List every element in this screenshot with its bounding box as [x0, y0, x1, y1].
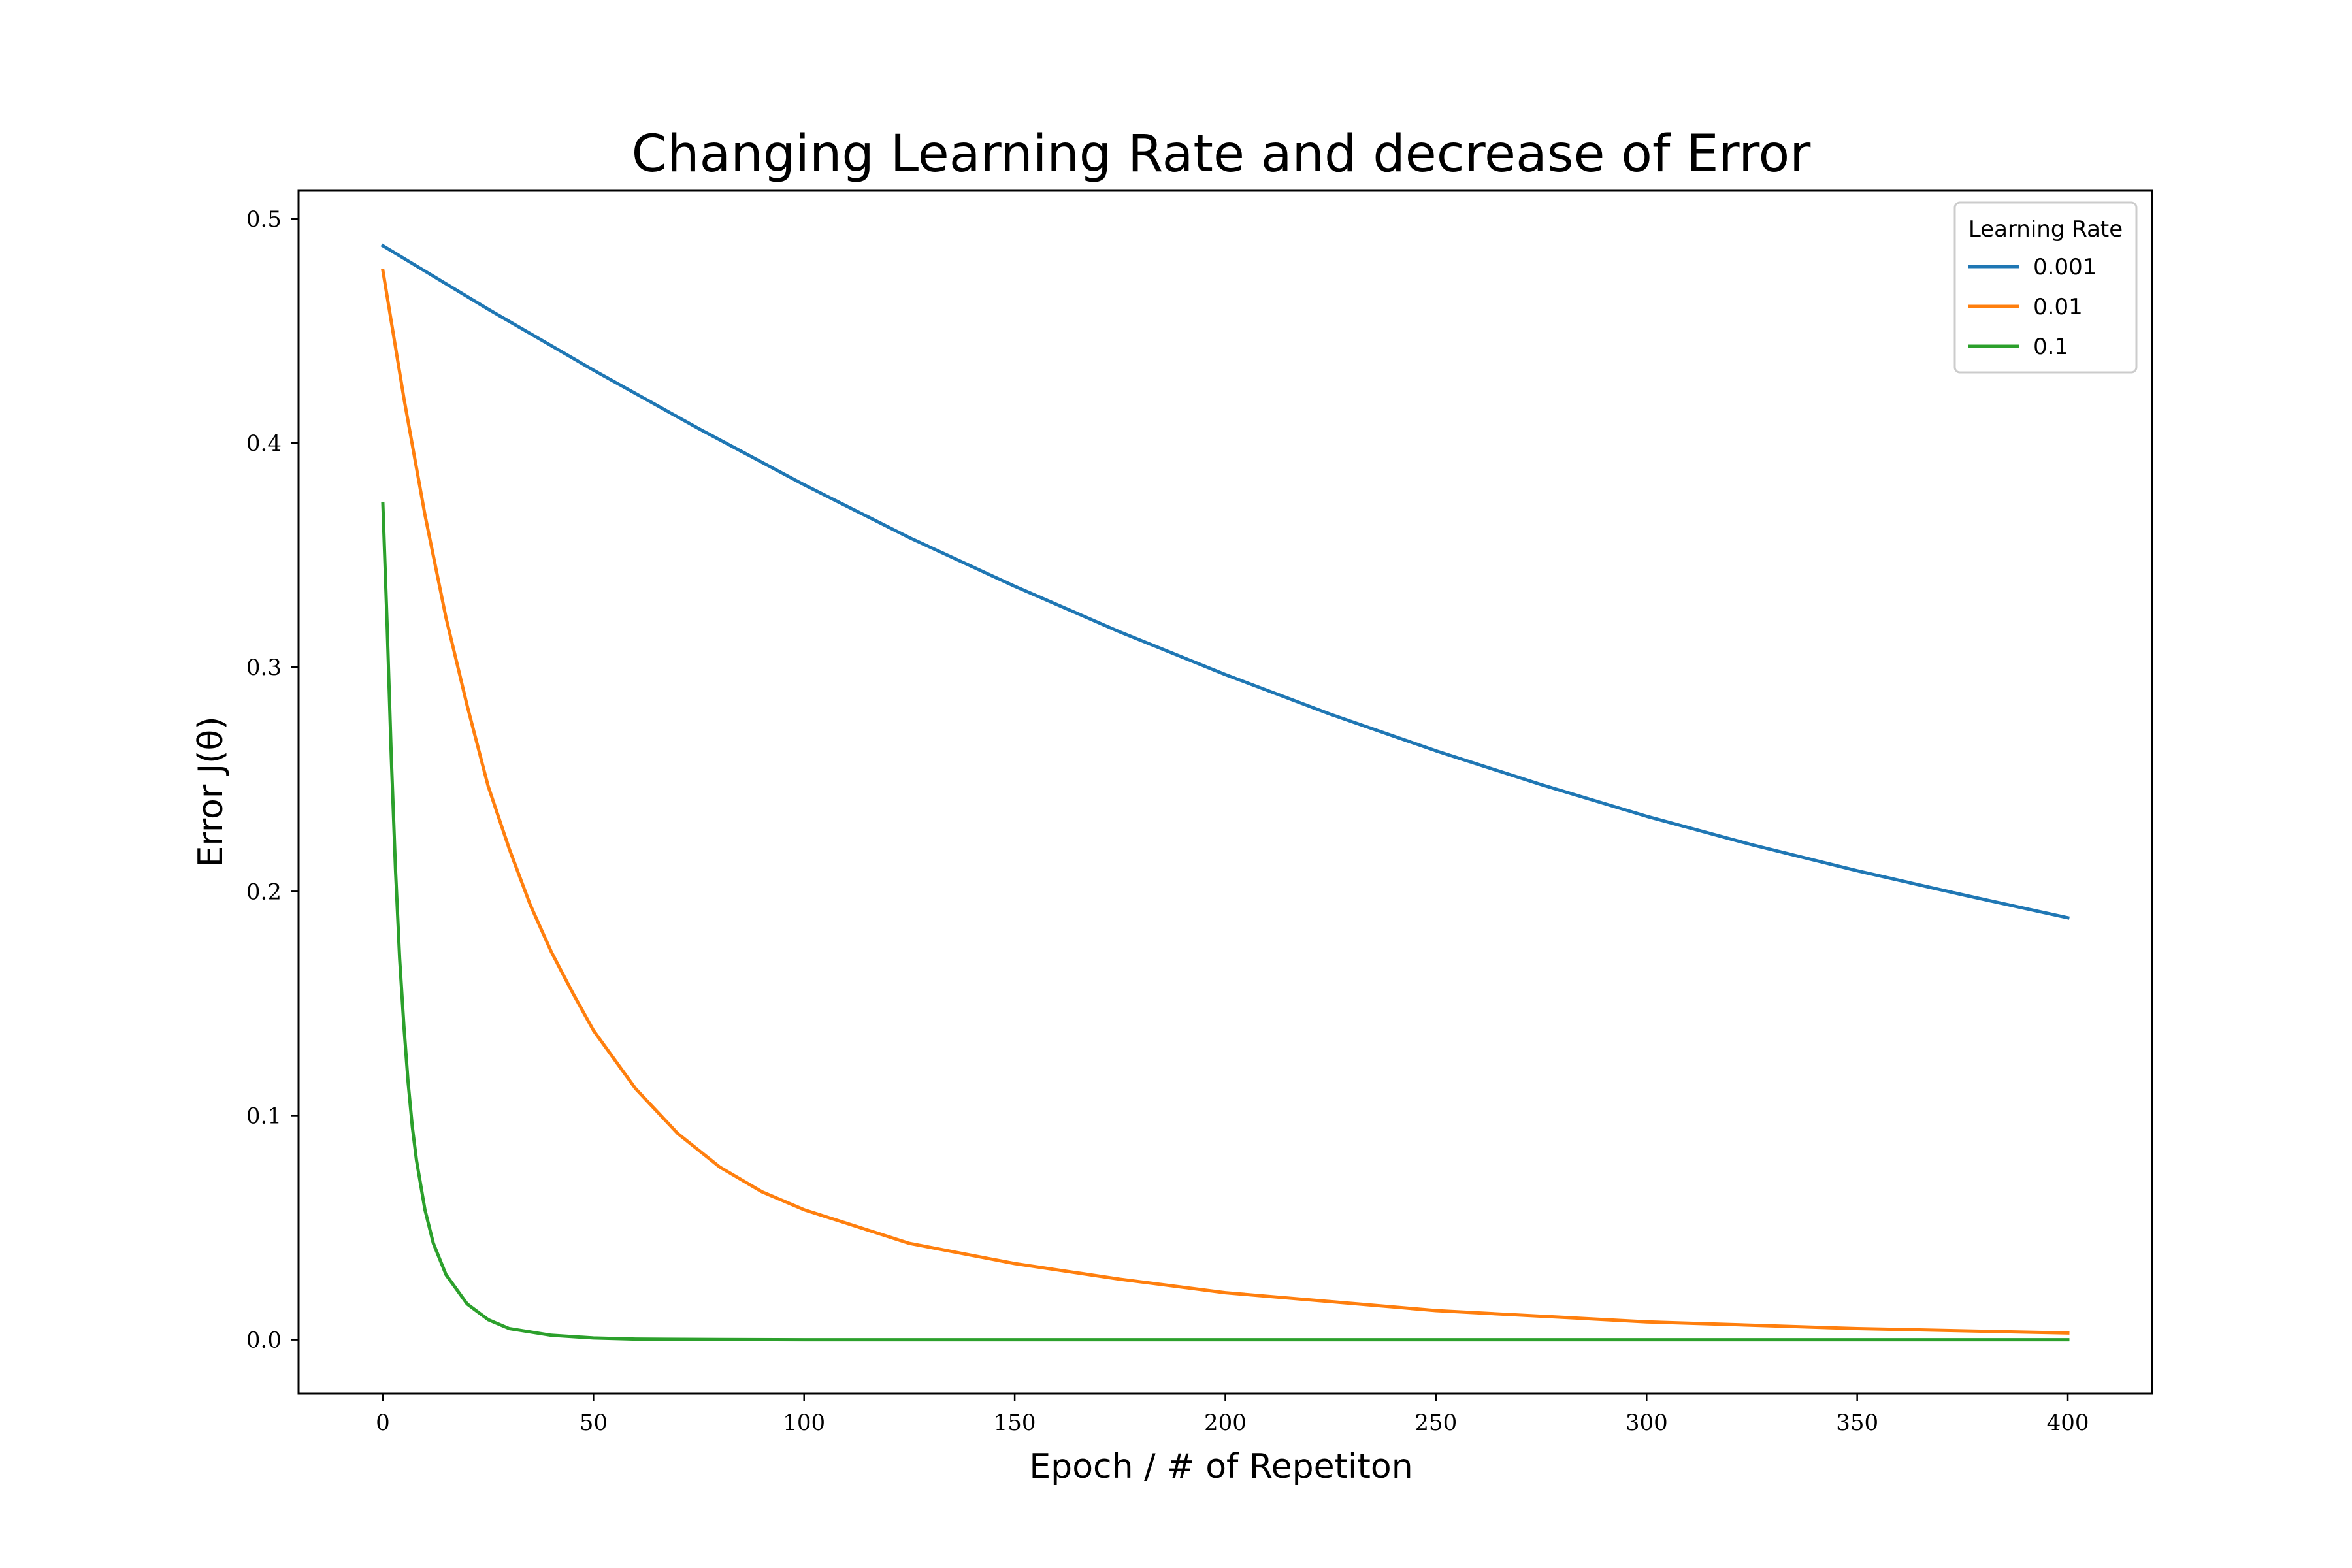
x-tick-label: 0 — [376, 1410, 390, 1436]
x-tick-label: 400 — [2047, 1410, 2089, 1436]
x-tick-label: 200 — [1204, 1410, 1247, 1436]
y-tick-label: 0.1 — [246, 1103, 282, 1129]
x-tick-label: 300 — [1625, 1410, 1668, 1436]
series-layer — [380, 243, 2070, 1342]
series-line-0.01 — [381, 268, 2070, 1335]
x-tick-label: 350 — [1836, 1410, 1878, 1436]
series-line-0.001 — [380, 243, 2070, 920]
y-tick-label: 0.0 — [246, 1328, 282, 1354]
y-axis: 0.0 0.1 0.2 0.3 0.4 0.5 — [246, 206, 299, 1354]
legend-label-0.1: 0.1 — [2033, 334, 2068, 360]
chart-title: Changing Learning Rate and decrease of E… — [632, 125, 1812, 184]
y-tick-label: 0.2 — [246, 879, 282, 905]
legend-label-0.01: 0.01 — [2033, 294, 2083, 320]
y-tick-label: 0.3 — [246, 655, 282, 681]
y-axis-label: Error J(θ) — [191, 716, 231, 867]
legend-title: Learning Rate — [1968, 216, 2123, 242]
x-tick-label: 50 — [580, 1410, 608, 1436]
y-tick-label: 0.4 — [246, 431, 282, 457]
y-tick-label: 0.5 — [246, 206, 282, 233]
x-tick-label: 100 — [783, 1410, 825, 1436]
legend-label-0.001: 0.001 — [2033, 254, 2097, 280]
legend: Learning Rate 0.001 0.01 0.1 — [1953, 201, 2138, 374]
legend-items: 0.001 0.01 0.1 — [1968, 254, 2097, 360]
x-axis-label: Epoch / # of Repetiton — [1029, 1447, 1413, 1486]
legend-box — [1953, 201, 2138, 374]
x-tick-label: 150 — [994, 1410, 1036, 1436]
x-axis: 0 50 100 150 200 250 300 350 400 — [376, 1394, 2089, 1436]
series-line-0.1 — [381, 502, 2070, 1342]
x-tick-label: 250 — [1414, 1410, 1457, 1436]
